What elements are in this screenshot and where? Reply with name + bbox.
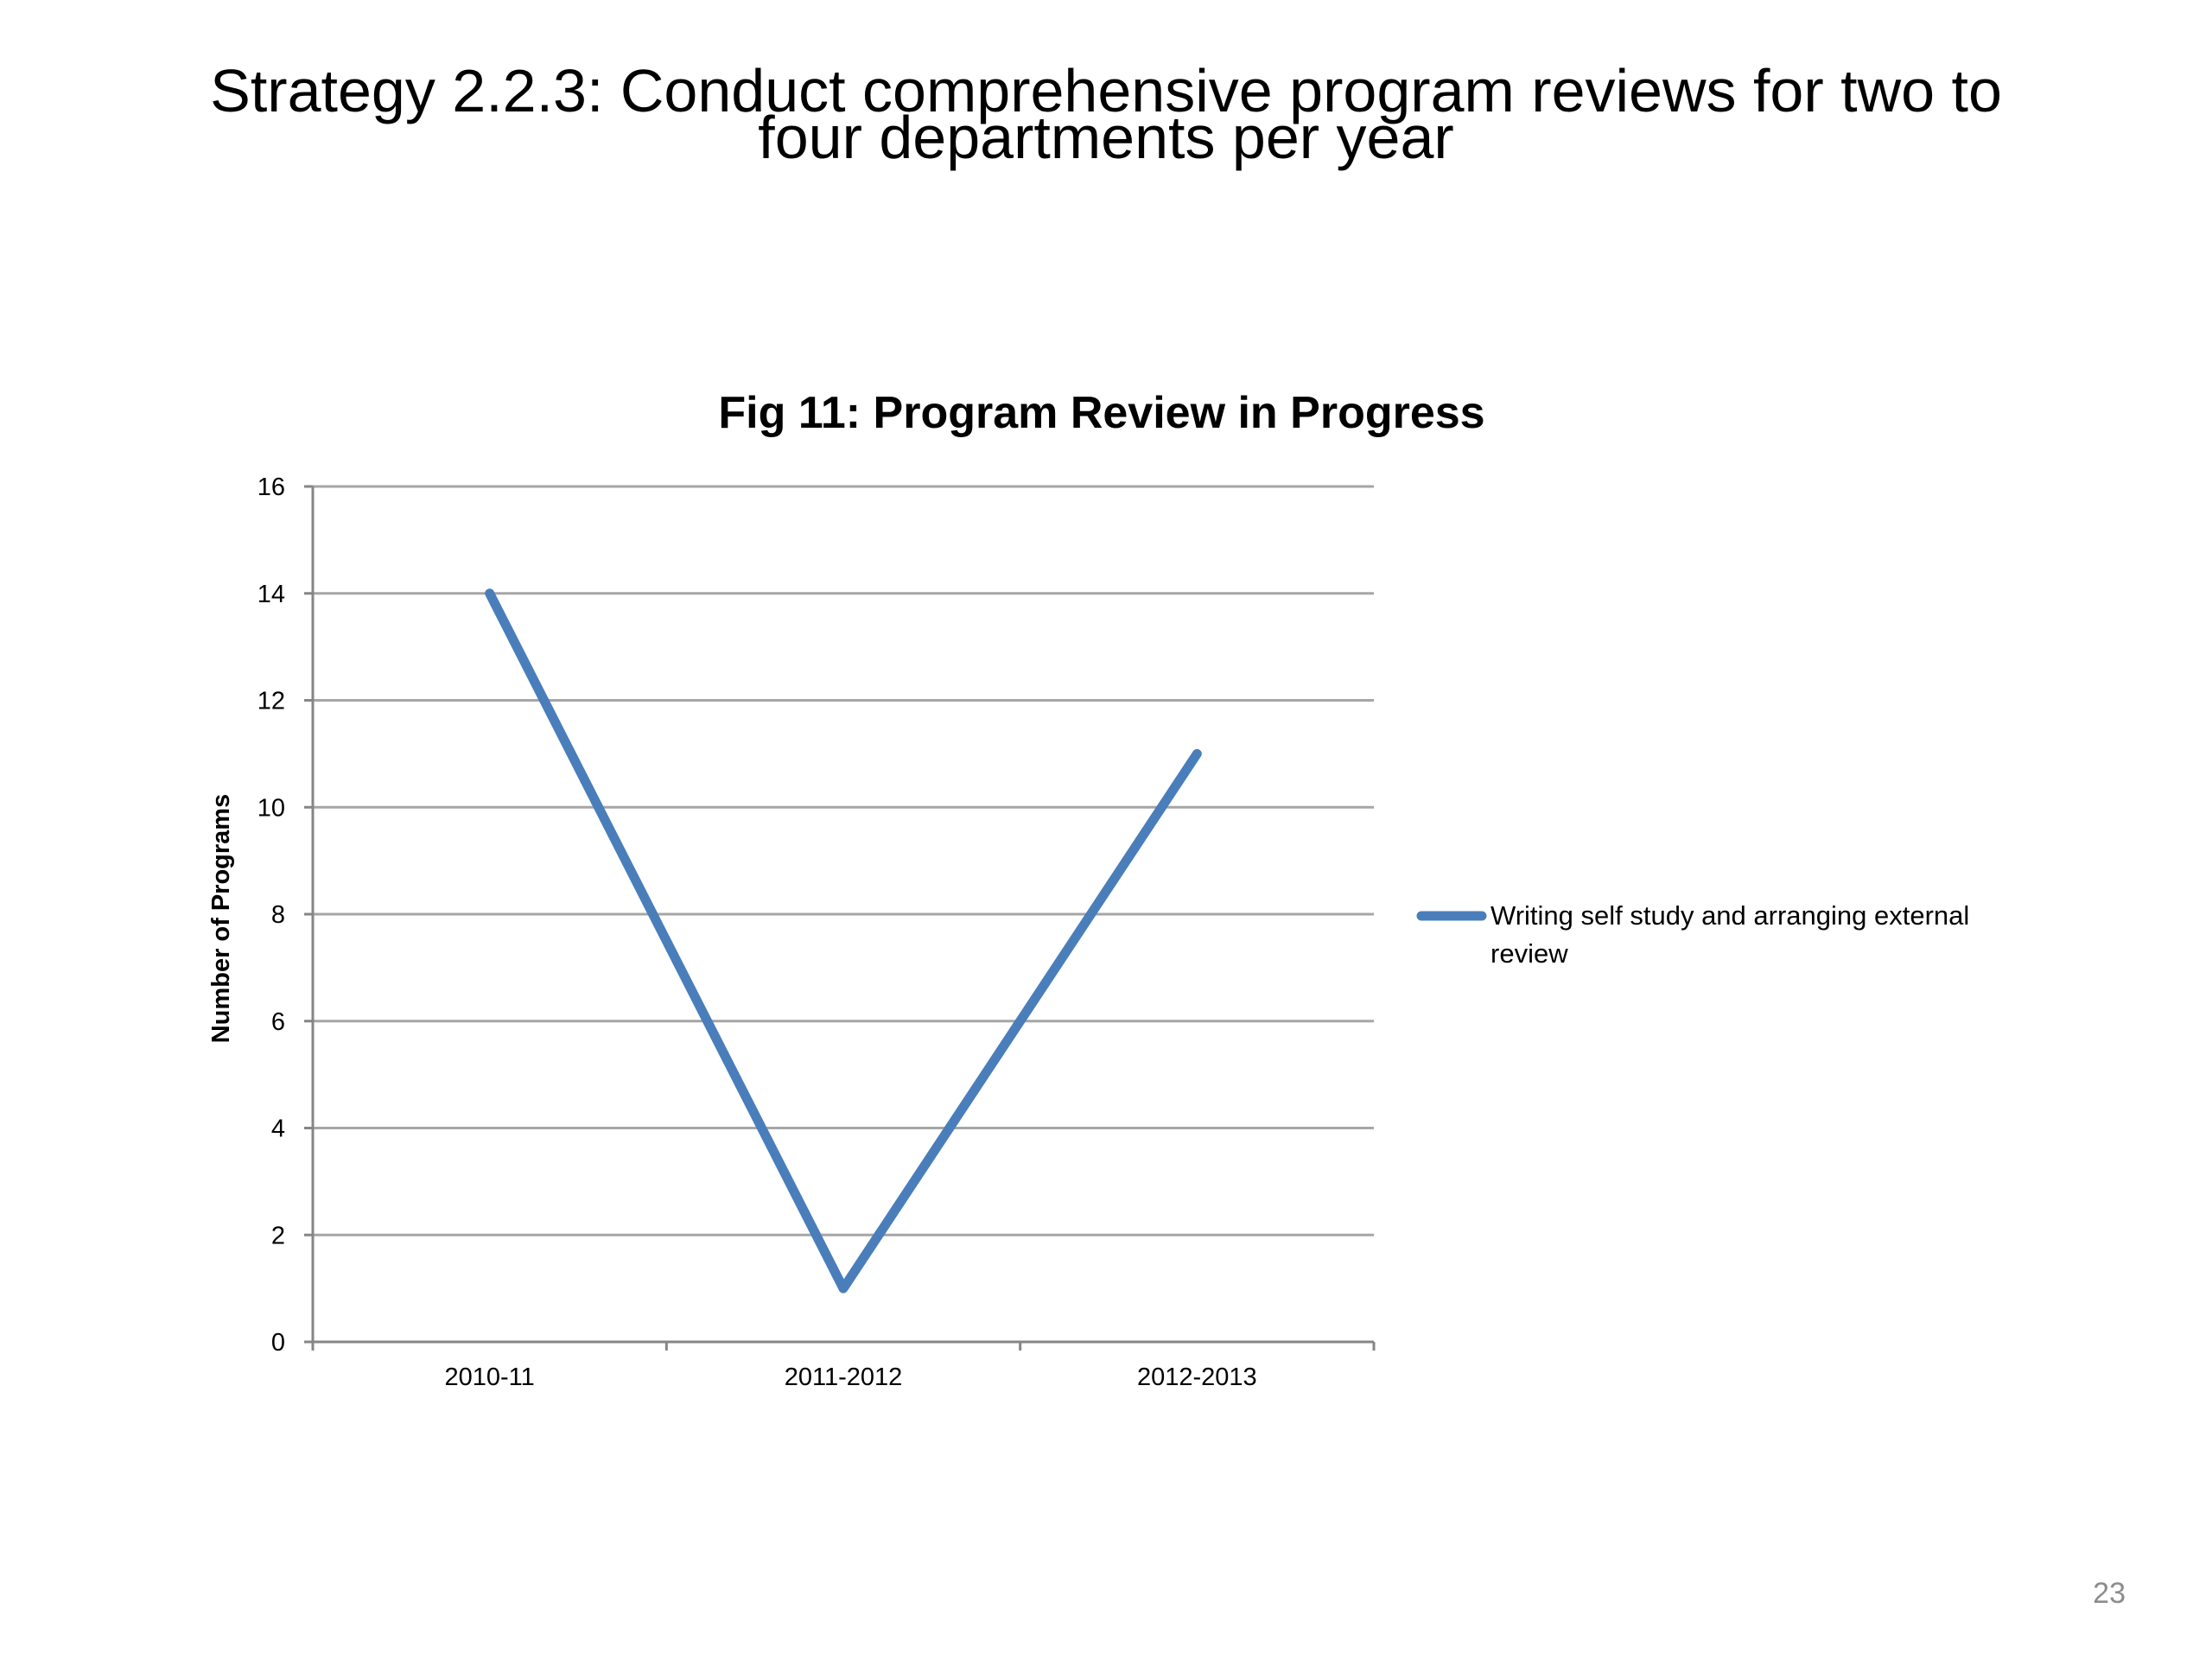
series-line: [485, 588, 1202, 1294]
y-tick-label: 14: [257, 581, 285, 608]
data-point: [842, 1287, 844, 1290]
data-point: [1196, 753, 1198, 755]
data-point: [488, 592, 491, 594]
y-tick-label: 10: [257, 794, 285, 822]
legend-label: Writing self study and arranging externa…: [1491, 900, 1969, 931]
gridlines: [313, 485, 1374, 1236]
legend-label: review: [1491, 938, 1568, 969]
y-tick-label: 6: [271, 1008, 285, 1036]
x-tick-label: 2011-2012: [785, 1363, 903, 1391]
y-tick-label: 16: [257, 474, 285, 501]
slide-title-line-2: four departments per year: [758, 104, 1454, 171]
y-tick-label: 4: [271, 1116, 285, 1143]
chart-title: Fig 11: Program Review in Progress: [718, 388, 1484, 438]
page-number: 23: [2093, 1577, 2126, 1610]
x-tick-labels: 2010-11 2011-2012 2012-2013: [445, 1363, 1257, 1391]
y-tick-labels: 0 2 4 6 8 10 12 14 16: [257, 474, 285, 1357]
y-tick-label: 12: [257, 688, 285, 715]
slide-title: Strategy 2.2.3: Conduct comprehensive pr…: [0, 57, 2212, 171]
legend: Writing self study and arranging externa…: [1416, 900, 1969, 969]
x-tick-label: 2010-11: [445, 1363, 535, 1391]
series-layer: [485, 588, 1202, 1294]
axes: [304, 485, 1376, 1351]
x-tick-label: 2012-2013: [1137, 1363, 1257, 1391]
y-axis-label: Number of Programs: [207, 794, 235, 1043]
y-tick-label: 0: [271, 1329, 285, 1357]
slide-title-line-1: Strategy 2.2.3: Conduct comprehensive pr…: [210, 57, 2002, 124]
y-tick-label: 2: [271, 1222, 285, 1249]
y-tick-label: 8: [271, 901, 285, 929]
